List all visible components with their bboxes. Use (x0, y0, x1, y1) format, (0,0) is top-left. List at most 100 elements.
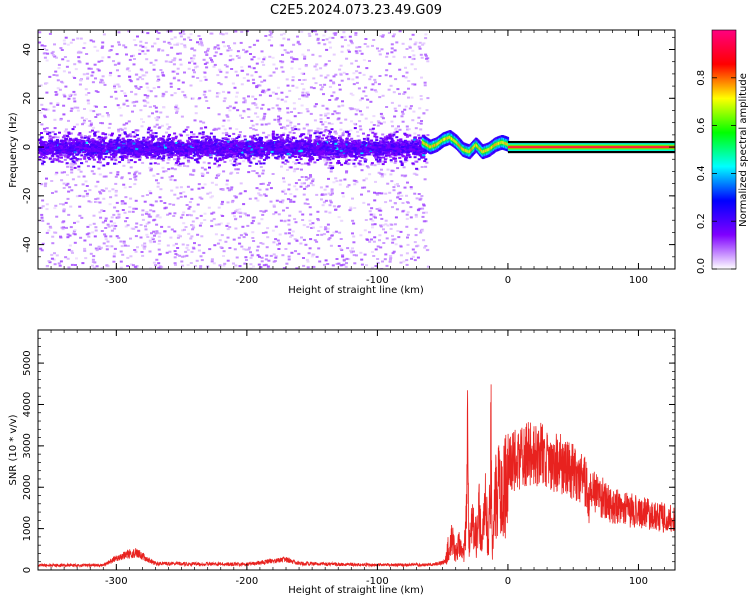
spectrogram-cell (288, 228, 292, 231)
spectrogram-cell (324, 163, 328, 166)
spectrogram-cell (66, 154, 70, 157)
spectrogram-cell (160, 137, 164, 140)
spectrogram-cell (69, 41, 73, 44)
spectrogram-cell (250, 140, 254, 143)
spectrogram-cell (152, 210, 156, 213)
spectrogram-cell (389, 227, 393, 230)
spectrogram-cell (100, 189, 104, 192)
spectrogram-cell (250, 58, 254, 61)
spectrogram-cell (364, 117, 368, 120)
spectrogram-cell (64, 131, 68, 134)
spectrogram-cell (324, 210, 328, 213)
spectrogram-cell (88, 120, 92, 122)
spectrogram-cell (304, 65, 308, 68)
spectrogram-cell (397, 236, 401, 239)
spectrogram-cell (83, 247, 87, 250)
spectrogram-cell (425, 161, 429, 164)
spectrogram-cell (63, 158, 67, 161)
spectrogram-cell (268, 267, 272, 269)
spectrogram-cell (301, 91, 305, 94)
spectrogram-cell (145, 96, 149, 99)
spectrogram-cell (338, 68, 342, 71)
spectrogram-cell (149, 215, 153, 218)
spectrogram-cell (247, 116, 251, 118)
spectrogram-cell (282, 156, 286, 158)
spectrogram-cell (358, 71, 362, 74)
spectrogram-cell (38, 220, 42, 222)
spectrogram-cell (282, 189, 286, 192)
spectrogram-cell (329, 201, 333, 204)
spectrogram-cell (120, 200, 124, 202)
spectrogram-cell (168, 212, 172, 215)
spectrogram-cell (420, 56, 424, 59)
spectrogram-cell (228, 105, 232, 108)
spectrogram-cell (236, 50, 240, 53)
spectrogram-cell (379, 213, 382, 216)
spectrogram-cell (360, 263, 364, 266)
spectrogram-cell (84, 88, 88, 91)
spectrogram-cell (324, 30, 328, 33)
spectrogram-cell (194, 105, 198, 108)
spectrogram-cell (411, 58, 415, 61)
spectrogram-cell (123, 127, 127, 130)
spectrogram-cell (78, 132, 82, 135)
spectrogram-cell (149, 267, 153, 269)
spectrogram-cell (339, 238, 343, 240)
spectrogram-cell (160, 142, 164, 145)
spectrogram-cell (310, 227, 314, 229)
spectrogram-cell (55, 171, 59, 174)
spectrogram-cell (55, 74, 59, 77)
spectrogram-cell (328, 85, 332, 88)
spectrogram-cell (200, 166, 204, 169)
spectrogram-cell (357, 87, 361, 90)
spectrogram-cell (160, 157, 164, 160)
spectrogram-cell (371, 226, 374, 229)
spectrogram-cell (154, 264, 158, 267)
spectrogram-cell (290, 234, 294, 237)
spectrogram-cell (205, 66, 209, 69)
spectrogram-cell (309, 112, 313, 115)
spectrogram-cell (42, 141, 46, 144)
spectrogram-cell (345, 171, 348, 174)
spectrogram-cell (300, 133, 304, 136)
spectrogram-cell (180, 115, 184, 118)
spectrogram-cell (243, 262, 247, 265)
spectrogram-cell (288, 214, 292, 217)
spectrogram-cell (206, 49, 210, 52)
spectrogram-cell (250, 66, 254, 69)
spectrogram-cell (272, 71, 276, 74)
spectrogram-cell (70, 107, 74, 110)
spectrogram-cell (232, 157, 235, 160)
spectrogram-cell (67, 94, 71, 97)
spectrogram-cell (317, 247, 321, 250)
spectrogram-cell (265, 136, 269, 139)
spectrogram-cell (280, 201, 284, 204)
spectrogram-cell (171, 141, 175, 144)
spectrogram-cell (350, 137, 354, 140)
spectrogram-cell (260, 80, 264, 83)
spectrogram-cell (102, 164, 106, 167)
spectrogram-cell (368, 210, 372, 213)
spectrogram-cell (406, 201, 410, 204)
spectrogram-cell (67, 97, 71, 100)
spectrogram-cell (358, 120, 362, 123)
spectrogram-cell (109, 71, 113, 74)
spectrogram-cell (177, 157, 181, 160)
spectrogram-cell (163, 202, 167, 204)
spectrogram-cell (235, 91, 239, 94)
spectrogram-cell (186, 154, 190, 157)
spectrogram-cell (289, 166, 293, 169)
spectrogram-cell (146, 236, 150, 238)
spectrogram-cell (129, 166, 133, 169)
spectrogram-cell (306, 266, 310, 269)
spectrogram-cell (234, 30, 238, 33)
spectrogram-cell (305, 258, 309, 261)
spectrogram-cell (92, 165, 96, 168)
spectrogram-cell (160, 176, 164, 179)
spectrogram-cell (208, 166, 211, 169)
spectrogram-cell (139, 109, 143, 112)
spectrogram-cell (237, 236, 241, 239)
spectrogram-cell (257, 57, 261, 60)
spectrogram-cell (396, 183, 399, 185)
spectrogram-cell (384, 74, 388, 77)
